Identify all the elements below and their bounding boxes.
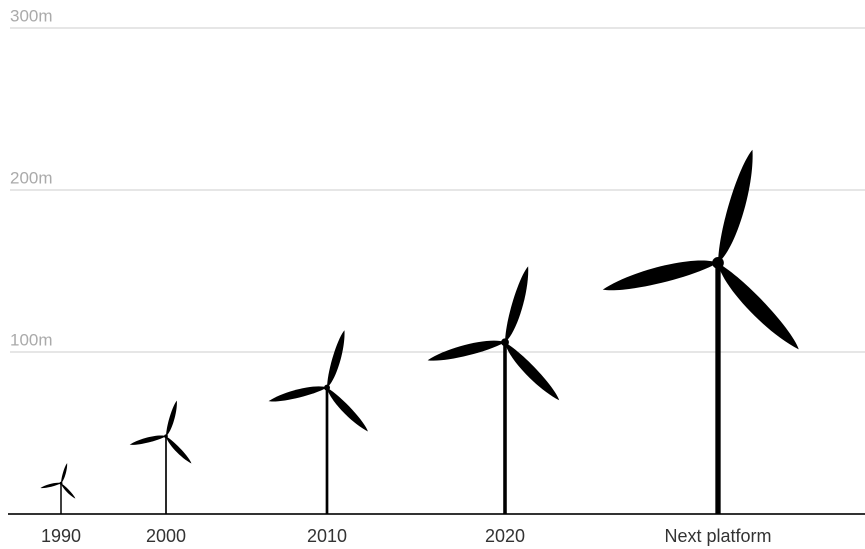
blade [61,483,76,499]
y-tick-label: 200m [10,168,53,187]
hub [501,338,509,347]
hub [164,434,168,439]
blade [40,482,61,489]
blade [327,330,345,388]
blade [718,149,753,263]
blade [61,463,68,484]
rotor [268,330,368,432]
blade [129,435,166,445]
blade [505,342,560,401]
rotor [40,463,76,499]
x-tick-label: 2010 [307,526,347,546]
rotor [129,400,192,464]
blade [505,266,529,343]
blade [718,262,799,350]
x-tick-label: 2020 [485,526,525,546]
grid [10,27,865,353]
blade [602,260,718,291]
blade [268,386,327,402]
x-tick-label: Next platform [664,526,771,546]
rotor [427,266,560,401]
rotor [602,149,799,350]
blade [166,436,192,464]
x-tick-label: 1990 [41,526,81,546]
blade [166,400,177,437]
blade [427,340,505,361]
y-tick-label: 300m [10,6,53,25]
hub [324,384,330,391]
y-tick-label: 100m [10,330,53,349]
x-tick-label: 2000 [146,526,186,546]
blade [327,387,368,432]
hub [59,481,63,485]
hub [712,257,724,269]
